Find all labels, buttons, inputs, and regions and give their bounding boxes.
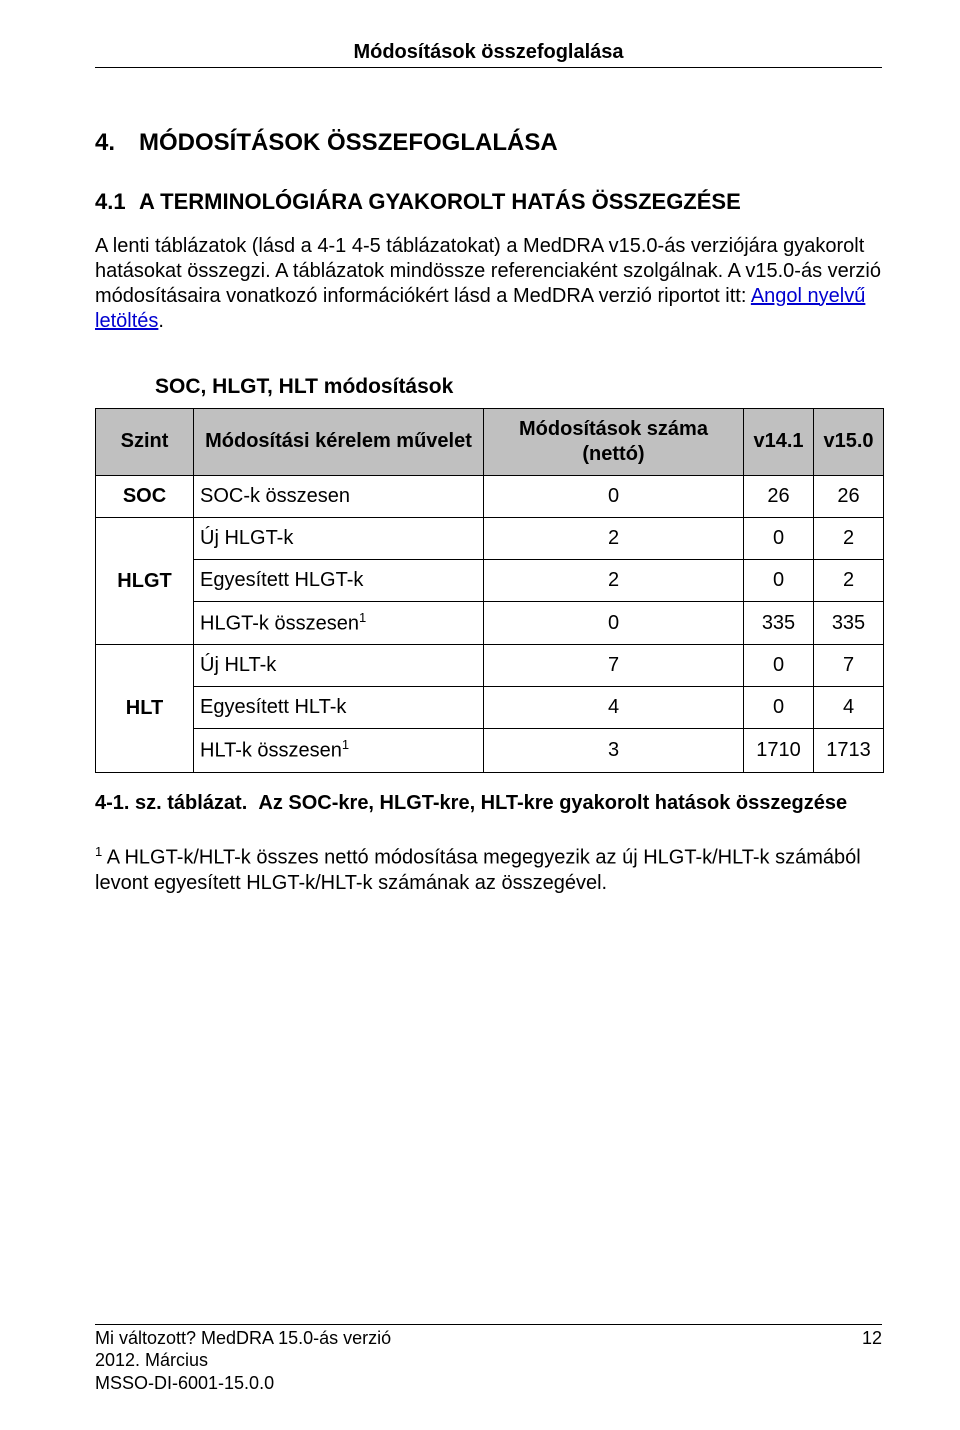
intro-paragraph: A lenti táblázatok (lásd a 4-1 4-5 táblá… (95, 234, 882, 334)
level-cell: HLT (96, 645, 194, 773)
v2-cell: 2 (814, 517, 884, 559)
page: Módosítások összefoglalása 4. MÓDOSÍTÁSO… (0, 0, 960, 1430)
op-cell: SOC-k összesen (194, 475, 484, 517)
op-cell: HLGT-k összesen1 (194, 601, 484, 645)
running-header: Módosítások összefoglalása (95, 40, 882, 68)
net-cell: 2 (484, 517, 744, 559)
col-v2-header: v15.0 (814, 408, 884, 475)
table-title: SOC, HLGT, HLT módosítások (155, 374, 882, 400)
superscript: 1 (359, 610, 366, 625)
net-cell: 0 (484, 601, 744, 645)
v1-cell: 1710 (744, 729, 814, 773)
table-row: HLTÚj HLT-k707 (96, 645, 884, 687)
caption-label: 4-1. sz. táblázat. (95, 792, 247, 814)
net-cell: 3 (484, 729, 744, 773)
v1-cell: 0 (744, 687, 814, 729)
heading-1-text: MÓDOSÍTÁSOK ÖSSZEFOGLALÁSA (139, 128, 558, 158)
footer-line3: MSSO-DI-6001-15.0.0 (95, 1372, 882, 1395)
heading-2-number: 4.1 (95, 188, 139, 216)
op-cell: Egyesített HLT-k (194, 687, 484, 729)
heading-2: 4.1 A TERMINOLÓGIÁRA GYAKOROLT HATÁS ÖSS… (95, 188, 882, 216)
table-row: Egyesített HLGT-k202 (96, 559, 884, 601)
op-cell: Új HLGT-k (194, 517, 484, 559)
net-cell: 4 (484, 687, 744, 729)
table-row: Egyesített HLT-k404 (96, 687, 884, 729)
table-row: HLGT-k összesen10335335 (96, 601, 884, 645)
v1-cell: 0 (744, 517, 814, 559)
heading-2-text: A TERMINOLÓGIÁRA GYAKOROLT HATÁS ÖSSZEGZ… (139, 188, 741, 216)
net-cell: 7 (484, 645, 744, 687)
net-cell: 2 (484, 559, 744, 601)
col-level-header: Szint (96, 408, 194, 475)
heading-1-number: 4. (95, 128, 139, 158)
table-row: HLGTÚj HLGT-k202 (96, 517, 884, 559)
op-cell: Egyesített HLGT-k (194, 559, 484, 601)
op-cell: HLT-k összesen1 (194, 729, 484, 773)
table-header-row: Szint Módosítási kérelem művelet Módosít… (96, 408, 884, 475)
footnote-text: A HLGT-k/HLT-k összes nettó módosítása m… (95, 847, 861, 894)
v2-cell: 1713 (814, 729, 884, 773)
superscript: 1 (342, 737, 349, 752)
col-v1-header: v14.1 (744, 408, 814, 475)
v1-cell: 26 (744, 475, 814, 517)
v2-cell: 7 (814, 645, 884, 687)
footer-line2: 2012. Március (95, 1349, 882, 1372)
v2-cell: 2 (814, 559, 884, 601)
col-op-header: Módosítási kérelem művelet (194, 408, 484, 475)
page-number: 12 (862, 1327, 882, 1350)
v1-cell: 0 (744, 559, 814, 601)
op-cell: Új HLT-k (194, 645, 484, 687)
footnote: 1 A HLGT-k/HLT-k összes nettó módosítása… (95, 844, 882, 896)
level-cell: HLGT (96, 517, 194, 645)
v1-cell: 335 (744, 601, 814, 645)
table-row: SOCSOC-k összesen02626 (96, 475, 884, 517)
level-cell: SOC (96, 475, 194, 517)
caption-text: Az SOC-kre, HLGT-kre, HLT-kre gyakorolt … (258, 792, 847, 814)
modifications-table: Szint Módosítási kérelem művelet Módosít… (95, 408, 884, 773)
v2-cell: 4 (814, 687, 884, 729)
heading-1: 4. MÓDOSÍTÁSOK ÖSSZEFOGLALÁSA (95, 128, 882, 158)
v1-cell: 0 (744, 645, 814, 687)
intro-text-b: . (158, 310, 164, 332)
col-net-header: Módosítások száma (nettó) (484, 408, 744, 475)
table-caption: 4-1. sz. táblázat. Az SOC-kre, HLGT-kre,… (95, 791, 882, 816)
table-row: HLT-k összesen1317101713 (96, 729, 884, 773)
running-header-text: Módosítások összefoglalása (353, 41, 623, 63)
v2-cell: 26 (814, 475, 884, 517)
net-cell: 0 (484, 475, 744, 517)
footer-line1: Mi változott? MedDRA 15.0-ás verzió (95, 1327, 391, 1350)
v2-cell: 335 (814, 601, 884, 645)
page-footer: Mi változott? MedDRA 15.0-ás verzió 12 2… (95, 1324, 882, 1395)
